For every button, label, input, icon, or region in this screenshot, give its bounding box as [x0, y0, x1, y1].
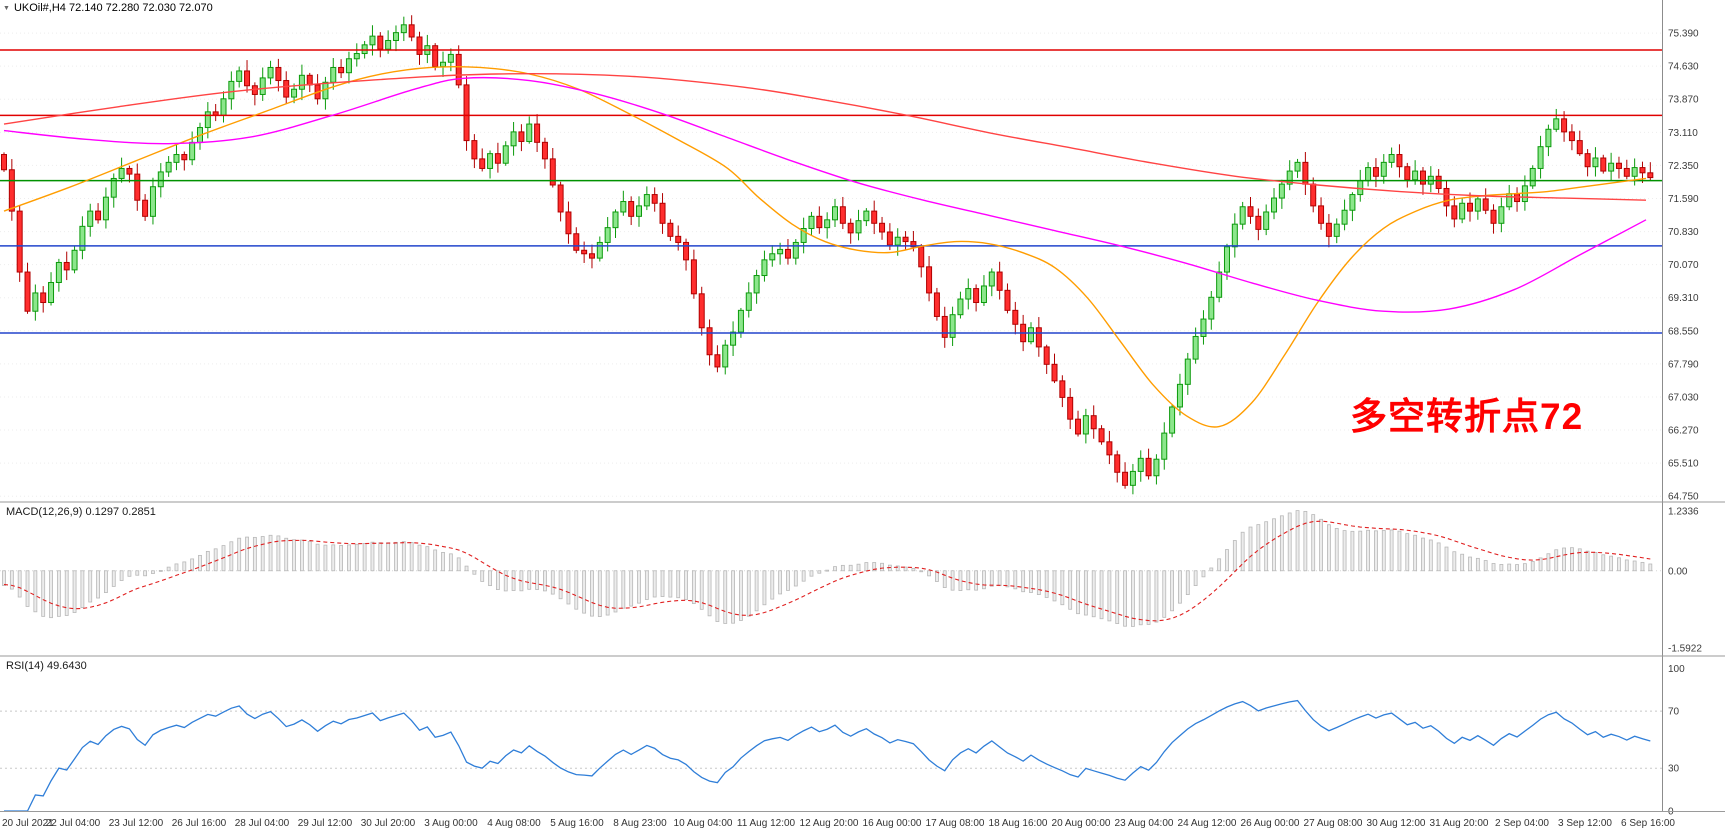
svg-text:67.030: 67.030: [1668, 392, 1699, 403]
svg-text:27 Aug 08:00: 27 Aug 08:00: [1304, 818, 1363, 829]
svg-text:29 Jul 12:00: 29 Jul 12:00: [298, 818, 353, 829]
candlestick-series[interactable]: [1, 15, 1654, 495]
annotation-text: 多空转折点72: [1350, 396, 1584, 437]
svg-text:18 Aug 16:00: 18 Aug 16:00: [989, 818, 1048, 829]
svg-text:3 Sep 12:00: 3 Sep 12:00: [1558, 818, 1612, 829]
svg-text:26 Jul 16:00: 26 Jul 16:00: [172, 818, 227, 829]
svg-text:16 Aug 00:00: 16 Aug 00:00: [863, 818, 922, 829]
svg-text:73.870: 73.870: [1668, 95, 1699, 106]
svg-text:100: 100: [1668, 664, 1685, 675]
svg-text:-1.5922: -1.5922: [1668, 643, 1702, 654]
svg-text:69.310: 69.310: [1668, 293, 1699, 304]
svg-text:73.110: 73.110: [1668, 128, 1698, 139]
svg-text:72.350: 72.350: [1668, 161, 1699, 172]
svg-text:23 Aug 04:00: 23 Aug 04:00: [1115, 818, 1174, 829]
svg-text:75.390: 75.390: [1668, 29, 1699, 40]
svg-text:24 Aug 12:00: 24 Aug 12:00: [1178, 818, 1237, 829]
svg-text:31 Aug 20:00: 31 Aug 20:00: [1430, 818, 1489, 829]
chart-title-bar: ▼ UKOil#,H4 72.140 72.280 72.030 72.070: [3, 2, 213, 14]
svg-text:28 Jul 04:00: 28 Jul 04:00: [235, 818, 290, 829]
svg-text:1.2336: 1.2336: [1668, 507, 1699, 518]
svg-text:5 Aug 16:00: 5 Aug 16:00: [550, 818, 604, 829]
svg-text:68.550: 68.550: [1668, 326, 1699, 337]
svg-text:0.00: 0.00: [1668, 566, 1688, 577]
ma-orange: [3, 65, 1647, 428]
svg-text:22 Jul 04:00: 22 Jul 04:00: [46, 818, 101, 829]
ohlc-readout: UKOil#,H4 72.140 72.280 72.030 72.070: [13, 2, 213, 14]
svg-text:64.750: 64.750: [1668, 492, 1699, 503]
macd-indicator-label: MACD(12,26,9) 0.1297 0.2851: [6, 506, 156, 518]
svg-text:30: 30: [1668, 764, 1680, 775]
svg-text:6 Sep 16:00: 6 Sep 16:00: [1621, 818, 1675, 829]
svg-text:26 Aug 00:00: 26 Aug 00:00: [1241, 818, 1300, 829]
svg-text:17 Aug 08:00: 17 Aug 08:00: [926, 818, 985, 829]
symbol-marker-icon[interactable]: ▼: [3, 4, 10, 12]
svg-text:4 Aug 08:00: 4 Aug 08:00: [487, 818, 541, 829]
panel-splitters[interactable]: [0, 501, 1725, 812]
svg-text:2 Sep 04:00: 2 Sep 04:00: [1495, 818, 1549, 829]
svg-text:66.270: 66.270: [1668, 426, 1699, 437]
svg-text:23 Jul 12:00: 23 Jul 12:00: [109, 818, 164, 829]
svg-text:3 Aug 00:00: 3 Aug 00:00: [424, 818, 478, 829]
svg-text:70: 70: [1668, 707, 1680, 718]
svg-text:10 Aug 04:00: 10 Aug 04:00: [674, 818, 733, 829]
svg-text:65.510: 65.510: [1668, 459, 1699, 470]
rsi-line: [4, 699, 1651, 812]
ma-magenta: [3, 77, 1647, 313]
rsi-indicator-label: RSI(14) 49.6430: [6, 660, 87, 672]
svg-text:67.790: 67.790: [1668, 359, 1699, 370]
svg-text:70.830: 70.830: [1668, 227, 1699, 238]
macd-signal-line: [3, 520, 1651, 622]
ma-red: [3, 73, 1647, 201]
svg-text:8 Aug 23:00: 8 Aug 23:00: [613, 818, 667, 829]
svg-text:20 Jul 2021: 20 Jul 2021: [2, 818, 54, 829]
svg-text:70.070: 70.070: [1668, 260, 1699, 271]
moving-average-lines: [3, 65, 1647, 428]
svg-text:11 Aug 12:00: 11 Aug 12:00: [737, 818, 796, 829]
svg-text:71.590: 71.590: [1668, 194, 1699, 205]
price-axis[interactable]: 75.390 74.630 73.870 73.110 72.350 71.590 70.8…: [1662, 0, 1725, 834]
svg-text:74.630: 74.630: [1668, 62, 1699, 73]
macd-histogram: [2, 510, 1653, 627]
svg-text:12 Aug 20:00: 12 Aug 20:00: [800, 818, 859, 829]
svg-text:20 Aug 00:00: 20 Aug 00:00: [1052, 818, 1111, 829]
svg-text:30 Aug 12:00: 30 Aug 12:00: [1367, 818, 1426, 829]
horizontal-level-lines[interactable]: 75.00073.50072.00070.50068.500: [0, 43, 1720, 340]
svg-text:30 Jul 20:00: 30 Jul 20:00: [361, 818, 416, 829]
